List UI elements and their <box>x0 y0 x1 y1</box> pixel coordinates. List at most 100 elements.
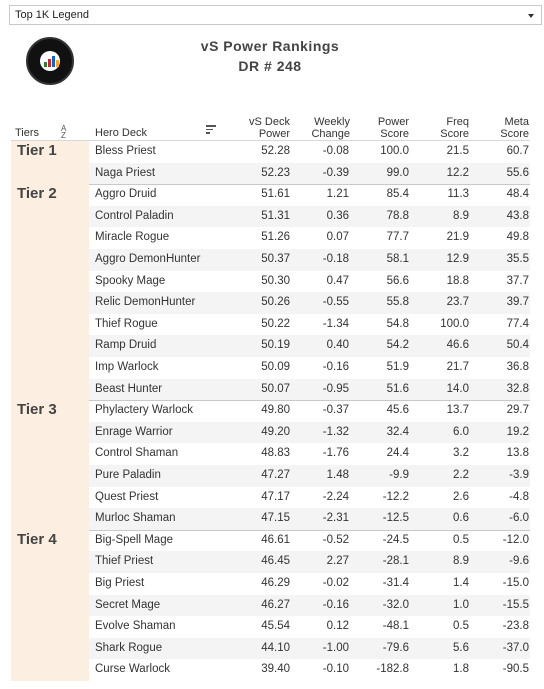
tier-divider <box>11 184 530 186</box>
weekly-change-cell: -0.02 <box>322 577 349 589</box>
col-freq-score[interactable]: Freq Score <box>440 116 469 140</box>
tier-label: Tier 1 <box>17 142 57 159</box>
weekly-change-cell: -0.18 <box>322 253 349 265</box>
weekly-change-cell: -0.39 <box>322 166 349 179</box>
table-row[interactable]: Naga Priest 52.23 -0.39 99.0 12.2 55.6 <box>89 162 530 185</box>
table-row[interactable]: Control Shaman 48.83 -1.76 24.4 3.2 13.8 <box>89 443 530 465</box>
header-divider <box>11 140 530 141</box>
deck-power-cell: 47.15 <box>261 512 290 525</box>
meta-score-cell: -15.0 <box>502 577 529 589</box>
sort-descending-icon[interactable] <box>206 125 216 136</box>
table-row[interactable]: Murloc Shaman 47.15 -2.31 -12.5 0.6 -6.0 <box>89 508 530 530</box>
freq-score-cell: 0.5 <box>453 533 469 546</box>
weekly-change-cell: -0.37 <box>322 404 349 417</box>
table-row[interactable]: Ramp Druid 50.19 0.40 54.2 46.6 50.4 <box>89 335 530 357</box>
freq-score-cell: 18.8 <box>446 274 469 287</box>
deck-power-cell: 48.83 <box>261 447 290 460</box>
power-score-cell: 77.7 <box>386 231 409 244</box>
freq-score-cell: 1.4 <box>453 577 469 589</box>
table-row[interactable]: Beast Hunter 50.07 -0.95 51.6 14.0 32.8 <box>89 378 530 401</box>
table-row[interactable]: Spooky Mage 50.30 0.47 56.6 18.8 37.7 <box>89 271 530 293</box>
hero-deck-cell: Bless Priest <box>95 145 156 157</box>
meta-score-cell: -90.5 <box>502 663 529 676</box>
table-row[interactable]: Bless Priest 52.28 -0.08 100.0 21.5 60.7 <box>89 141 530 163</box>
weekly-change-cell: 0.40 <box>326 339 349 352</box>
power-score-cell: 56.6 <box>386 274 409 287</box>
table-row[interactable]: Miracle Rogue 51.26 0.07 77.7 21.9 49.8 <box>89 227 530 249</box>
power-score-cell: 100.0 <box>380 145 409 157</box>
tier-label: Tier 3 <box>17 401 57 419</box>
deck-power-cell: 50.30 <box>261 274 290 287</box>
meta-score-cell: 55.6 <box>506 166 529 179</box>
deck-power-cell: 51.31 <box>261 209 290 222</box>
deck-power-cell: 45.54 <box>261 620 290 633</box>
meta-score-cell: -3.9 <box>509 469 529 481</box>
weekly-change-cell: -1.32 <box>322 425 349 438</box>
weekly-change-cell: 0.07 <box>326 231 349 244</box>
table-row[interactable]: Quest Priest 47.17 -2.24 -12.2 2.6 -4.8 <box>89 487 530 509</box>
power-score-cell: 55.8 <box>386 296 409 309</box>
weekly-change-cell: 2.27 <box>326 555 349 568</box>
col-weekly-change[interactable]: Weekly Change <box>311 116 350 140</box>
deck-power-cell: 52.23 <box>261 166 290 179</box>
power-score-cell: -9.9 <box>389 469 409 481</box>
hero-deck-cell: Spooky Mage <box>95 274 166 287</box>
power-score-cell: -12.2 <box>382 490 409 503</box>
weekly-change-cell: -0.16 <box>322 598 349 611</box>
rank-filter-dropdown[interactable]: Top 1K Legend <box>9 5 542 25</box>
deck-power-cell: 52.28 <box>261 145 290 157</box>
table-row[interactable]: Shark Rogue 44.10 -1.00 -79.6 5.6 -37.0 <box>89 637 530 660</box>
col-meta-score[interactable]: Meta Score <box>500 116 529 140</box>
power-score-cell: -32.0 <box>382 598 409 611</box>
col-power-score[interactable]: Power Score <box>377 116 409 140</box>
table-row[interactable]: Pure Paladin 47.27 1.48 -9.9 2.2 -3.9 <box>89 465 530 487</box>
meta-score-cell: 60.7 <box>506 145 529 157</box>
deck-power-cell: 50.07 <box>261 382 290 395</box>
report-title: vS Power Rankings DR # 248 <box>130 36 410 76</box>
table-row[interactable]: Thief Priest 46.45 2.27 -28.1 8.9 -9.6 <box>89 551 530 573</box>
table-row[interactable]: Evolve Shaman 45.54 0.12 -48.1 0.5 -23.8 <box>89 616 530 638</box>
table-row[interactable]: Aggro DemonHunter 50.37 -0.18 58.1 12.9 35.5 <box>89 249 530 271</box>
meta-score-cell: 49.8 <box>506 231 529 244</box>
weekly-change-cell: 0.12 <box>326 620 349 633</box>
power-score-cell: -31.4 <box>382 577 409 589</box>
power-score-cell: 32.4 <box>386 425 409 438</box>
table-row[interactable]: Big Priest 46.29 -0.02 -31.4 1.4 -15.0 <box>89 573 530 595</box>
deck-power-cell: 39.40 <box>261 663 290 676</box>
deck-power-cell: 47.17 <box>261 490 290 503</box>
freq-score-cell: 13.7 <box>446 404 469 417</box>
power-score-cell: 54.8 <box>386 317 409 330</box>
freq-score-cell: 1.0 <box>453 598 469 611</box>
table-row[interactable]: Phylactery Warlock 49.80 -0.37 45.6 13.7 29.7 <box>89 400 530 422</box>
table-row[interactable]: Big-Spell Mage 46.61 -0.52 -24.5 0.5 -12.0 <box>89 530 530 552</box>
table-row[interactable]: Curse Warlock 39.40 -0.10 -182.8 1.8 -90.5 <box>89 659 530 681</box>
hero-deck-cell: Relic DemonHunter <box>95 296 196 309</box>
table-row[interactable]: Thief Rogue 50.22 -1.34 54.8 100.0 77.4 <box>89 314 530 336</box>
table-row[interactable]: Enrage Warrior 49.20 -1.32 32.4 6.0 19.2 <box>89 421 530 444</box>
deck-power-cell: 49.20 <box>261 425 290 438</box>
col-hero-deck[interactable]: Hero Deck <box>95 127 147 139</box>
hero-deck-cell: Thief Priest <box>95 555 154 568</box>
power-score-cell: -24.5 <box>382 533 409 546</box>
col-tiers[interactable]: Tiers <box>15 127 40 139</box>
weekly-change-cell: -0.08 <box>322 145 349 157</box>
table-row[interactable]: Secret Mage 46.27 -0.16 -32.0 1.0 -15.5 <box>89 594 530 617</box>
chevron-down-icon <box>528 14 534 18</box>
deck-power-cell: 51.26 <box>261 231 290 244</box>
weekly-change-cell: -0.10 <box>322 663 349 676</box>
tier-group: Tier 4 <box>11 529 89 681</box>
deck-power-cell: 50.09 <box>261 361 290 373</box>
weekly-change-cell: -2.24 <box>322 490 349 503</box>
meta-score-cell: -15.5 <box>502 598 529 611</box>
hero-deck-cell: Shark Rogue <box>95 641 163 654</box>
table-row[interactable]: Relic DemonHunter 50.26 -0.55 55.8 23.7 39.7 <box>89 292 530 314</box>
hero-deck-cell: Evolve Shaman <box>95 620 176 633</box>
freq-score-cell: 6.0 <box>453 425 469 438</box>
table-row[interactable]: Imp Warlock 50.09 -0.16 51.9 21.7 36.8 <box>89 357 530 379</box>
col-deck-power[interactable]: vS Deck Power <box>249 116 290 140</box>
table-row[interactable]: Control Paladin 51.31 0.36 78.8 8.9 43.8 <box>89 205 530 228</box>
freq-score-cell: 2.6 <box>453 490 469 503</box>
table-row[interactable]: Aggro Druid 51.61 1.21 85.4 11.3 48.4 <box>89 184 530 206</box>
